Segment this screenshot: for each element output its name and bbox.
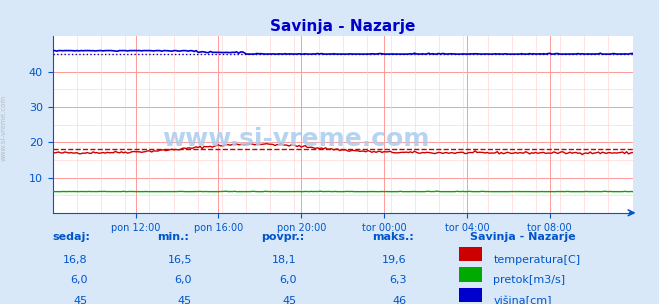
Text: 6,0: 6,0 [279,275,297,285]
Title: Savinja - Nazarje: Savinja - Nazarje [270,19,415,34]
Text: Savinja - Nazarje: Savinja - Nazarje [471,232,576,242]
Text: 45: 45 [178,296,192,304]
Text: sedaj:: sedaj: [53,232,90,242]
Text: 18,1: 18,1 [272,255,297,265]
Text: 46: 46 [392,296,407,304]
Text: temperatura[C]: temperatura[C] [494,255,581,265]
Text: 45: 45 [282,296,297,304]
Text: www.si-vreme.com: www.si-vreme.com [163,127,430,151]
Text: 16,8: 16,8 [63,255,88,265]
Text: min.:: min.: [157,232,189,242]
Text: višina[cm]: višina[cm] [494,296,552,304]
Text: www.si-vreme.com: www.si-vreme.com [0,95,7,161]
Text: 16,5: 16,5 [167,255,192,265]
Text: 45: 45 [73,296,88,304]
Text: 6,3: 6,3 [389,275,407,285]
Text: 19,6: 19,6 [382,255,407,265]
FancyBboxPatch shape [459,288,482,302]
Text: maks.:: maks.: [372,232,413,242]
FancyBboxPatch shape [459,267,482,282]
FancyBboxPatch shape [459,247,482,261]
Text: 6,0: 6,0 [175,275,192,285]
Text: pretok[m3/s]: pretok[m3/s] [494,275,565,285]
Text: 6,0: 6,0 [70,275,88,285]
Text: povpr.:: povpr.: [262,232,304,242]
